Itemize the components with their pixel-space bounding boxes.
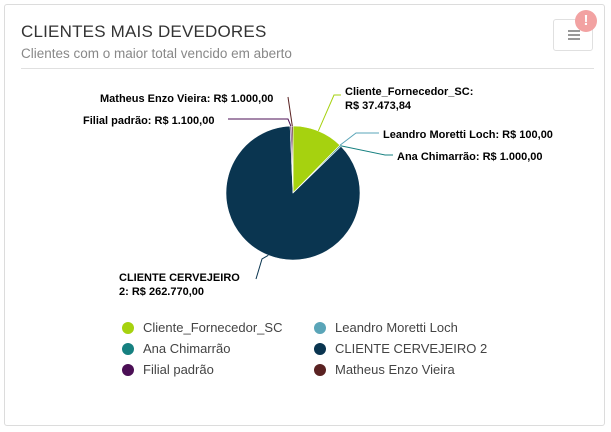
label-connectors bbox=[228, 94, 393, 280]
legend-label-3: CLIENTE CERVEJEIRO 2 bbox=[335, 341, 488, 356]
legend-swatch-5 bbox=[314, 363, 326, 376]
hamburger-menu-icon bbox=[568, 30, 580, 32]
pie-slices bbox=[225, 125, 361, 261]
legend-item-5[interactable]: Matheus Enzo Vieira bbox=[314, 360, 514, 379]
legend-label-1: Leandro Moretti Loch bbox=[335, 320, 458, 335]
data-label-0-line-1: R$ 37.473,84 bbox=[345, 100, 412, 112]
label-connector-0 bbox=[317, 94, 341, 132]
legend-label-5: Matheus Enzo Vieira bbox=[335, 362, 455, 377]
legend-label-0: Cliente_Fornecedor_SC bbox=[143, 320, 283, 335]
legend-swatch-1 bbox=[314, 321, 326, 334]
legend-item-4[interactable]: Filial padrão bbox=[122, 360, 314, 379]
exclamation-icon: ! bbox=[575, 10, 597, 32]
legend-item-3[interactable]: CLIENTE CERVEJEIRO 2 bbox=[314, 339, 514, 358]
legend-label-2: Ana Chimarrão bbox=[143, 341, 231, 356]
hamburger-menu-icon-bar bbox=[568, 34, 580, 36]
card-title: CLIENTES MAIS DEVEDORES bbox=[21, 22, 267, 41]
legend-swatch-0 bbox=[122, 321, 134, 334]
label-connector-4 bbox=[228, 118, 292, 127]
chart-legend: Cliente_Fornecedor_SC Leandro Moretti Loc… bbox=[122, 318, 522, 379]
data-labels: Cliente_Fornecedor_SC: R$ 37.473,84 Leandr… bbox=[83, 86, 553, 298]
data-label-2-line-0: Ana Chimarrão: R$ 1.000,00 bbox=[397, 151, 543, 163]
data-label-3-line-1: 2: R$ 262.770,00 bbox=[119, 286, 204, 298]
legend-label-4: Filial padrão bbox=[143, 362, 214, 377]
legend-swatch-3 bbox=[314, 342, 326, 355]
legend-swatch-4 bbox=[122, 363, 134, 376]
data-label-4-line-0: Filial padrão: R$ 1.100,00 bbox=[83, 115, 214, 127]
label-connector-3 bbox=[255, 254, 269, 280]
legend-item-1[interactable]: Leandro Moretti Loch bbox=[314, 318, 514, 337]
card-subtitle: Clientes com o maior total vencido em ab… bbox=[21, 46, 292, 61]
legend-item-2[interactable]: Ana Chimarrão bbox=[122, 339, 314, 358]
data-label-5-line-0: Matheus Enzo Vieira: R$ 1.000,00 bbox=[100, 93, 273, 105]
label-connector-5 bbox=[287, 96, 293, 127]
header-divider bbox=[21, 68, 594, 69]
hamburger-menu-icon-bar bbox=[568, 38, 580, 40]
label-connector-1 bbox=[339, 132, 379, 146]
data-label-1-line-0: Leandro Moretti Loch: R$ 100,00 bbox=[383, 129, 553, 141]
label-connector-2 bbox=[340, 145, 393, 156]
legend-swatch-2 bbox=[122, 342, 134, 355]
data-label-0-line-0: Cliente_Fornecedor_SC: bbox=[345, 86, 473, 98]
legend-item-0[interactable]: Cliente_Fornecedor_SC bbox=[122, 318, 314, 337]
data-label-3-line-0: CLIENTE CERVEJEIRO bbox=[119, 272, 240, 284]
